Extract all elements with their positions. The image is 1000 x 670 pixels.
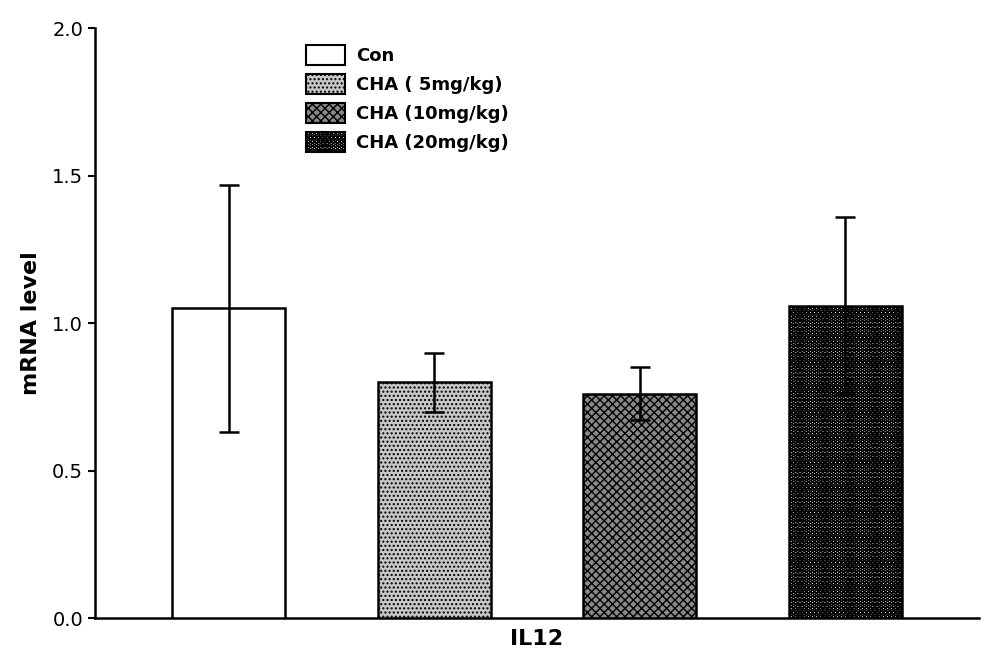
- X-axis label: IL12: IL12: [510, 629, 564, 649]
- Legend: Con, CHA ( 5mg/kg), CHA (10mg/kg), CHA (20mg/kg): Con, CHA ( 5mg/kg), CHA (10mg/kg), CHA (…: [298, 38, 516, 159]
- Bar: [378, 382, 491, 618]
- Bar: [789, 306, 902, 618]
- Bar: [583, 394, 696, 618]
- Bar: [172, 308, 285, 618]
- Y-axis label: mRNA level: mRNA level: [21, 251, 41, 395]
